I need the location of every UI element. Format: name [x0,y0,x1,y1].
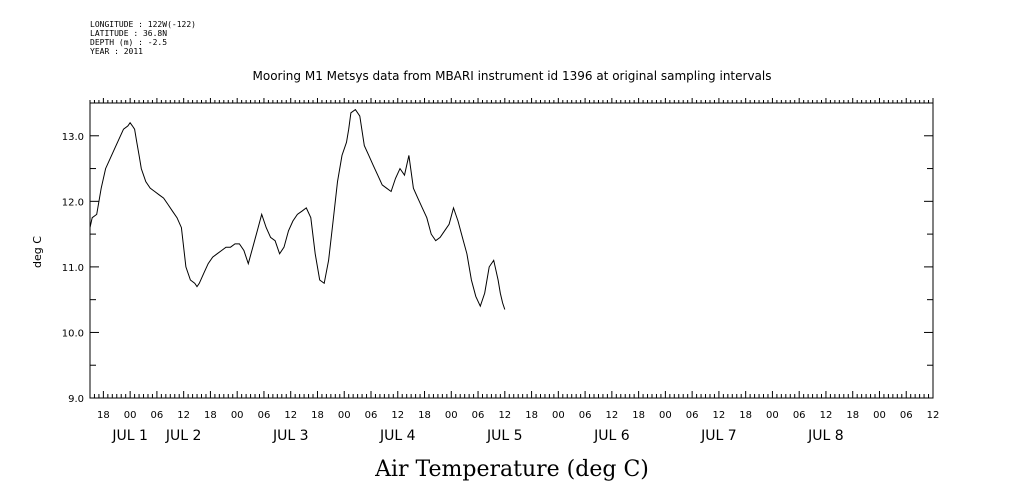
year-text: YEAR : 2011 [90,47,143,56]
x-date-label: JUL 5 [486,428,523,444]
x-tick-label: 00 [766,410,779,421]
x-axis-label: Air Temperature (deg C) [374,457,649,482]
x-tick-label: 06 [151,410,164,421]
x-tick-label: 18 [418,410,431,421]
x-tick-label: 12 [713,410,726,421]
x-date-label: JUL 2 [165,428,202,444]
x-date-label: JUL 3 [272,428,309,444]
x-tick-label: 00 [338,410,351,421]
x-date-label: JUL 6 [593,428,630,444]
x-tick-label: 00 [873,410,886,421]
plot-frame [89,102,934,399]
x-tick-label: 06 [579,410,592,421]
x-tick-label: 00 [124,410,137,421]
chart-title: Mooring M1 Metsys data from MBARI instru… [253,69,772,83]
x-tick-label: 18 [204,410,217,421]
metadata-block: LONGITUDE : 122W(-122) LATITUDE : 36.8N … [90,20,196,56]
x-tick-label: 00 [659,410,672,421]
x-tick-label: 18 [525,410,538,421]
x-tick-label: 18 [632,410,645,421]
x-date-label: JUL 1 [111,428,148,444]
y-tick-label: 12.0 [62,197,84,208]
x-tick-label: 12 [284,410,297,421]
x-tick-label: 06 [686,410,699,421]
depth-text: DEPTH (m) : -2.5 [90,38,168,47]
longitude-text: LONGITUDE : 122W(-122) [90,20,196,29]
y-tick-label: 11.0 [62,263,84,274]
x-tick-label: 12 [605,410,618,421]
x-tick-label: 00 [231,410,244,421]
x-tick-label: 18 [846,410,859,421]
x-tick-label: 12 [498,410,511,421]
x-tick-label: 12 [391,410,404,421]
x-date-label: JUL 7 [700,428,737,444]
x-tick-label: 12 [820,410,833,421]
series-line [89,108,506,310]
y-axis-label: deg C [31,236,44,268]
latitude-text: LATITUDE : 36.8N [90,29,168,38]
x-tick-label: 18 [97,410,110,421]
x-tick-label: 12 [177,410,190,421]
x-date-label: JUL 4 [379,428,416,444]
y-tick-label: 9.0 [68,394,84,405]
x-tick-label: 06 [793,410,806,421]
x-tick-label: 06 [258,410,271,421]
x-tick-label: 06 [900,410,913,421]
x-tick-label: 12 [927,410,940,421]
y-tick-label: 13.0 [62,132,84,143]
x-date-label: JUL 8 [807,428,844,444]
x-tick-label: 18 [739,410,752,421]
y-tick-labels: 9.0 10.0 11.0 12.0 13.0 [62,132,84,405]
x-date-labels: JUL 1 JUL 2 JUL 3 JUL 4 JUL 5 JUL 6 JUL 7 JUL 8 [111,428,843,444]
axis-ticks [89,98,934,399]
x-tick-label: 18 [311,410,324,421]
x-tick-labels: 18 00 06 12 18 00 06 12 18 00 06 12 18 00 06 12 18 00 06 12… [97,410,939,421]
x-tick-label: 06 [472,410,485,421]
x-tick-label: 06 [365,410,378,421]
x-tick-label: 00 [445,410,458,421]
y-tick-label: 10.0 [62,328,84,339]
x-tick-label: 00 [552,410,565,421]
